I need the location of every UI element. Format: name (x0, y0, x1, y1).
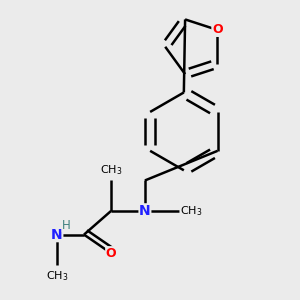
Text: CH$_3$: CH$_3$ (181, 204, 203, 218)
Text: O: O (106, 247, 116, 260)
Text: H: H (62, 219, 71, 232)
Text: N: N (51, 228, 63, 242)
Text: N: N (139, 204, 151, 218)
Text: CH$_3$: CH$_3$ (46, 269, 68, 283)
Text: CH$_3$: CH$_3$ (100, 163, 122, 177)
Text: O: O (212, 23, 223, 36)
